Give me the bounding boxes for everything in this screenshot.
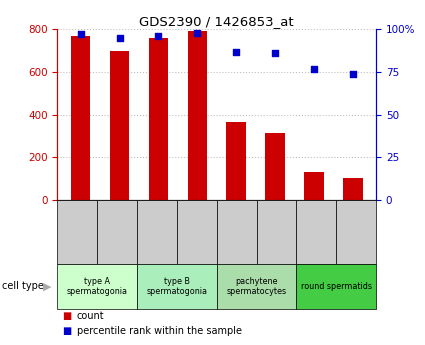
Bar bbox=[343, 178, 363, 200]
Text: round spermatids: round spermatids bbox=[301, 282, 372, 291]
Point bbox=[272, 50, 278, 56]
Point bbox=[233, 49, 240, 54]
Bar bbox=[227, 122, 246, 200]
Point bbox=[194, 30, 201, 36]
Text: type B
spermatogonia: type B spermatogonia bbox=[146, 277, 207, 296]
Bar bbox=[71, 36, 91, 200]
Bar bbox=[149, 38, 168, 200]
Text: percentile rank within the sample: percentile rank within the sample bbox=[76, 326, 241, 336]
Title: GDS2390 / 1426853_at: GDS2390 / 1426853_at bbox=[139, 15, 294, 28]
Point bbox=[349, 71, 356, 77]
Text: type A
spermatogonia: type A spermatogonia bbox=[67, 277, 128, 296]
Text: ■: ■ bbox=[62, 311, 71, 321]
Text: count: count bbox=[76, 311, 104, 321]
Bar bbox=[187, 31, 207, 200]
Text: pachytene
spermatocytes: pachytene spermatocytes bbox=[227, 277, 286, 296]
Text: cell type: cell type bbox=[2, 282, 44, 291]
Bar bbox=[110, 51, 129, 200]
Text: ■: ■ bbox=[62, 326, 71, 336]
Bar bbox=[265, 133, 285, 200]
Bar bbox=[304, 172, 324, 200]
Text: ▶: ▶ bbox=[42, 282, 51, 291]
Point bbox=[77, 32, 84, 37]
Point bbox=[311, 66, 317, 71]
Point bbox=[116, 35, 123, 41]
Point bbox=[155, 33, 162, 39]
